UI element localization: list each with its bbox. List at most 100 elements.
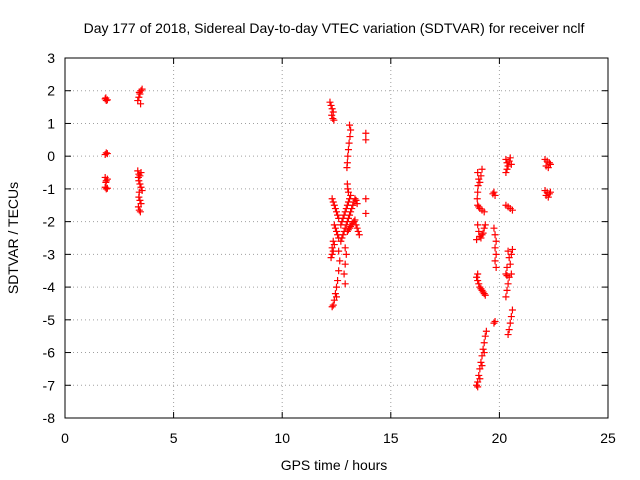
data-point: [480, 349, 488, 357]
data-point: [492, 237, 500, 245]
data-point: [351, 195, 359, 203]
data-point: [328, 250, 336, 258]
data-point: [506, 260, 514, 268]
data-point: [137, 183, 145, 191]
data-point: [329, 115, 337, 123]
data-point: [504, 331, 512, 339]
y-tick-label: -3: [43, 246, 56, 262]
data-point: [347, 126, 355, 134]
data-point: [491, 231, 499, 239]
data-point: [504, 162, 512, 170]
data-point: [347, 208, 355, 216]
data-point: [103, 175, 111, 183]
data-point: [352, 221, 360, 229]
data-point: [503, 263, 511, 271]
y-tick-label: 2: [47, 83, 55, 99]
data-point: [479, 229, 487, 237]
data-point: [504, 247, 512, 255]
data-point: [544, 193, 552, 201]
data-point: [345, 139, 353, 147]
data-point: [328, 244, 336, 252]
data-point: [328, 303, 336, 311]
data-point: [134, 203, 142, 211]
x-axis-label: GPS time / hours: [281, 457, 388, 473]
data-point: [502, 169, 510, 177]
data-point: [346, 211, 354, 219]
data-point: [328, 105, 336, 113]
data-point: [103, 184, 111, 192]
x-tick-label: 10: [274, 430, 290, 446]
data-point: [481, 332, 489, 340]
data-point: [490, 188, 498, 196]
data-point: [339, 231, 347, 239]
data-point: [136, 196, 144, 204]
data-point: [475, 227, 483, 235]
x-tick-label: 5: [170, 430, 178, 446]
data-point: [546, 160, 554, 168]
data-point: [477, 234, 485, 242]
data-point: [333, 208, 340, 216]
data-point: [475, 280, 483, 288]
x-tick-label: 0: [61, 430, 69, 446]
data-point: [341, 244, 349, 252]
data-point: [362, 209, 370, 217]
data-point: [475, 203, 483, 211]
data-point: [341, 280, 349, 288]
data-point: [342, 250, 350, 258]
data-point: [334, 277, 342, 285]
data-point: [480, 224, 488, 232]
data-point: [102, 178, 110, 186]
data-point: [331, 290, 339, 298]
y-tick-label: -1: [43, 181, 56, 197]
data-point: [506, 319, 514, 327]
data-point: [474, 221, 482, 229]
data-point: [344, 214, 352, 222]
data-point: [340, 270, 348, 278]
data-point: [137, 100, 145, 108]
data-point: [503, 165, 511, 173]
data-point: [333, 293, 340, 301]
data-point: [478, 362, 486, 370]
data-point: [479, 345, 487, 353]
x-tick-label: 15: [383, 430, 399, 446]
data-point: [490, 319, 498, 327]
data-point: [478, 231, 486, 239]
data-point: [507, 160, 515, 168]
data-point: [137, 169, 145, 177]
data-point: [491, 257, 499, 265]
data-point: [502, 155, 510, 163]
data-point: [343, 164, 351, 172]
data-point: [136, 90, 144, 98]
data-point: [329, 108, 337, 116]
data-point: [351, 216, 359, 224]
data-point: [328, 111, 336, 119]
data-point: [492, 250, 500, 258]
data-point: [362, 195, 370, 203]
data-point: [328, 195, 336, 203]
data-point: [476, 375, 484, 383]
data-point: [136, 180, 144, 188]
data-point: [492, 263, 500, 271]
data-point: [476, 178, 484, 186]
data-point: [362, 129, 370, 137]
y-tick-label: 1: [47, 115, 55, 131]
data-point: [334, 211, 342, 219]
data-points: [101, 85, 554, 391]
data-point: [473, 236, 481, 244]
data-point: [473, 273, 481, 281]
data-point: [344, 185, 352, 193]
data-point: [474, 188, 482, 196]
data-point: [480, 339, 488, 347]
data-point: [329, 198, 337, 206]
y-tick-label: -8: [43, 410, 56, 426]
data-point: [491, 317, 499, 325]
data-point: [348, 205, 356, 213]
data-point: [474, 270, 482, 278]
data-point: [507, 270, 515, 278]
data-point: [355, 231, 363, 239]
data-point: [102, 185, 110, 193]
data-point: [136, 208, 144, 216]
data-point: [338, 234, 346, 242]
data-point: [335, 267, 343, 275]
data-point: [349, 201, 357, 209]
